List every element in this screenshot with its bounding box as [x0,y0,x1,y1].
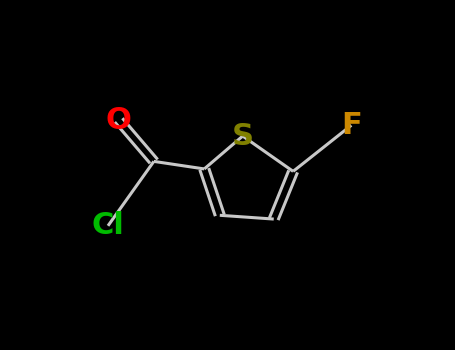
Text: O: O [106,106,131,135]
Text: Cl: Cl [91,211,125,240]
Text: F: F [341,111,362,140]
Text: S: S [232,121,254,150]
